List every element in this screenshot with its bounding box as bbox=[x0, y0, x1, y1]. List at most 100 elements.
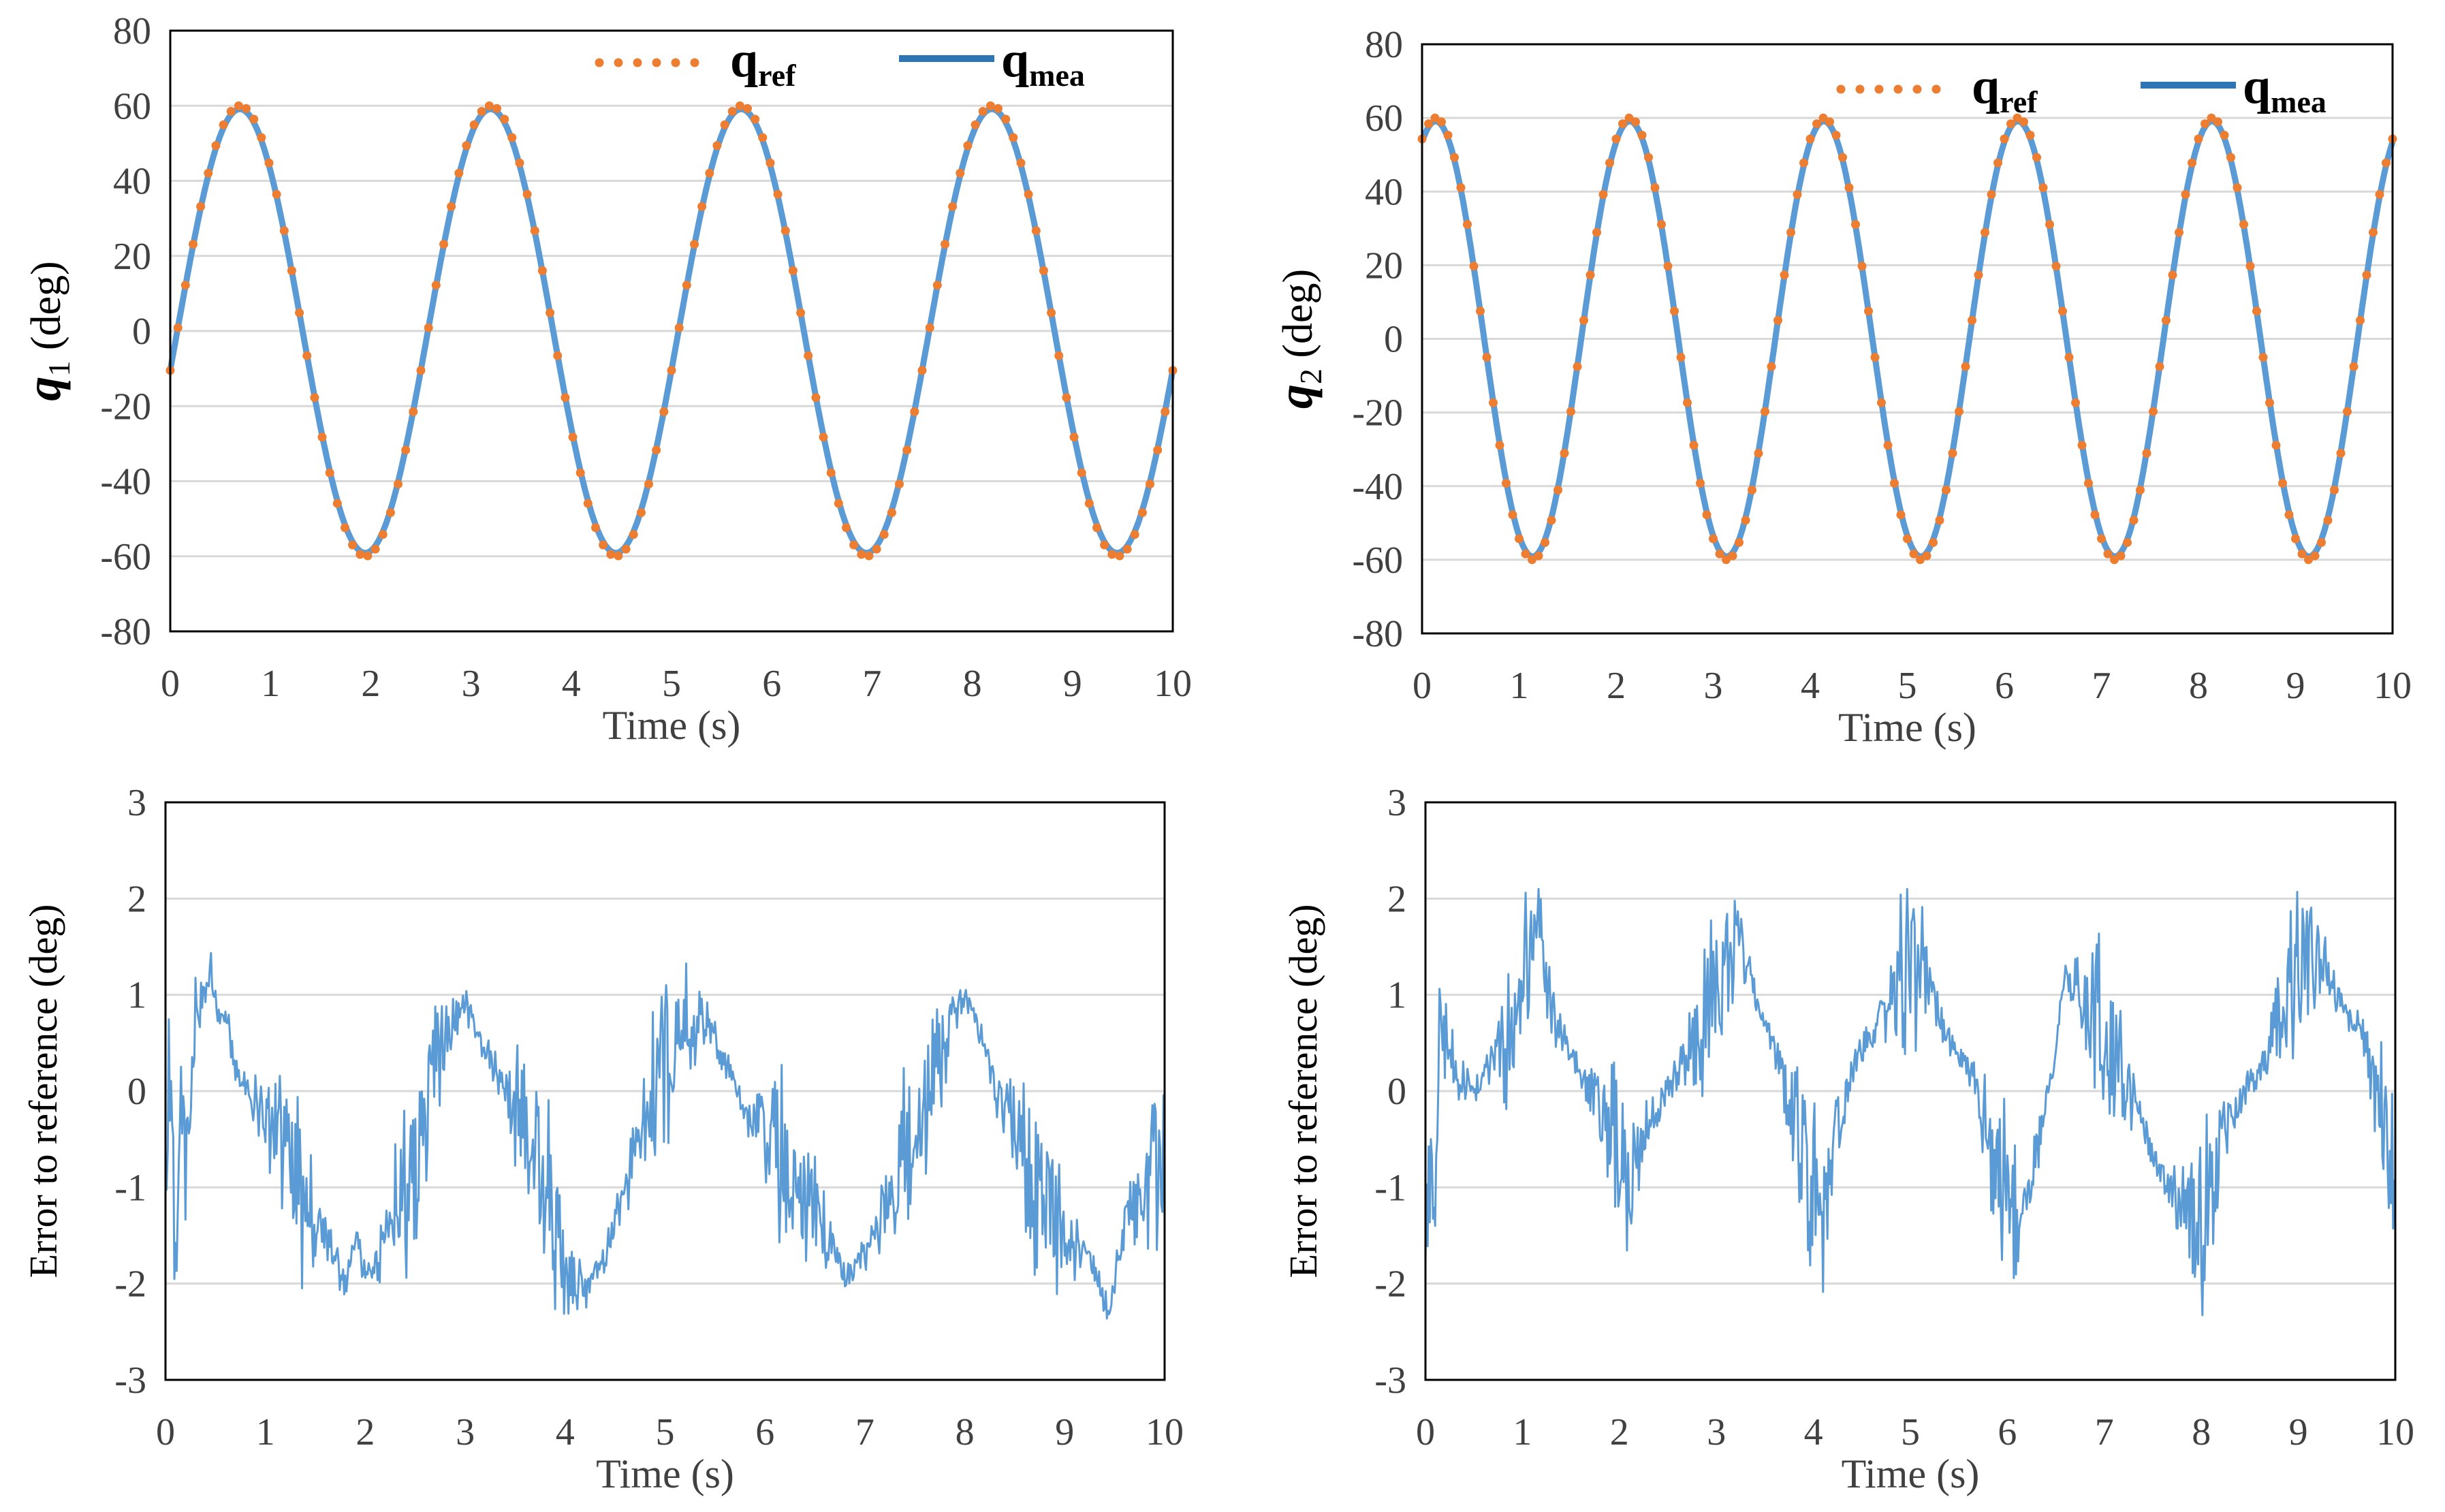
legend-ref-marker bbox=[1874, 84, 1884, 94]
series-point-q-ref bbox=[1450, 153, 1459, 162]
series-point-q-ref bbox=[2291, 534, 2300, 544]
x-tick-label: 8 bbox=[2192, 1411, 2211, 1453]
y-axis-label-subscript: 1 bbox=[42, 361, 76, 377]
series-point-q-ref bbox=[1508, 510, 1517, 520]
series-point-q-ref bbox=[1709, 534, 1718, 544]
x-tick-label: 9 bbox=[1063, 663, 1082, 705]
series-point-q-ref bbox=[1831, 131, 1841, 140]
series-point-q-ref bbox=[1443, 131, 1453, 140]
x-tick-label: 2 bbox=[356, 1411, 375, 1453]
x-tick-label: 3 bbox=[1707, 1411, 1726, 1453]
x-tick-label: 1 bbox=[256, 1411, 275, 1453]
series-point-q-ref bbox=[1722, 555, 1731, 565]
chart-q1: -80 -60 -40 -20 0 20 40 60 80 0 1 2 3 4 5 6 7 8 9 10 Time (… bbox=[16, 10, 1192, 748]
series-point-q-ref bbox=[537, 266, 547, 275]
series-point-q-ref bbox=[985, 101, 995, 110]
y-tick-label: 0 bbox=[127, 1071, 146, 1113]
series-point-q-ref bbox=[1463, 220, 1472, 229]
series-point-q-ref bbox=[963, 141, 973, 151]
series-point-q-ref bbox=[1430, 113, 1440, 123]
series-point-q-ref bbox=[2000, 134, 2009, 144]
series-point-q-ref bbox=[1502, 479, 1511, 488]
series-point-q-ref bbox=[1547, 516, 1556, 525]
x-tick-label: 2 bbox=[1610, 1411, 1629, 1453]
series-point-q-ref bbox=[1092, 523, 1101, 533]
series-point-q-ref bbox=[2200, 119, 2209, 129]
series-point-q-ref bbox=[697, 202, 707, 211]
series-point-q-ref bbox=[674, 323, 684, 332]
series-point-q-ref bbox=[956, 168, 965, 178]
chart-err2: -3 -2 -1 0 1 2 3 0 1 2 3 4 5 6 7 8 9 10 Time (s) Error to … bbox=[1281, 782, 2414, 1496]
series-point-q-ref bbox=[1728, 551, 1737, 561]
series-point-q-ref bbox=[1482, 353, 1492, 362]
series-point-q-ref bbox=[2019, 117, 2028, 127]
x-axis-label: Time (s) bbox=[1842, 1451, 1980, 1496]
series-point-q-ref bbox=[189, 240, 198, 249]
y-axis-label-unit: (deg) bbox=[1275, 269, 1321, 368]
series-point-q-ref bbox=[1948, 449, 1957, 458]
series-point-q-ref bbox=[2213, 117, 2222, 127]
chart-err1-panel: -3 -2 -1 0 1 2 3 0 1 2 3 4 5 6 7 8 9 10 Time (s) Error to … bbox=[0, 756, 1219, 1512]
series-point-q-ref bbox=[1560, 449, 1569, 458]
y-tick-label: -40 bbox=[1352, 466, 1403, 508]
series-point-q-ref bbox=[796, 308, 806, 317]
series-point-q-ref bbox=[385, 508, 395, 518]
series-point-q-ref bbox=[2149, 407, 2158, 416]
legend-ref-marker bbox=[652, 58, 661, 67]
legend-ref-marker bbox=[690, 58, 699, 67]
legend-ref-label: qref bbox=[730, 32, 796, 93]
y-tick-label: 1 bbox=[1387, 975, 1406, 1017]
series-point-q-ref bbox=[568, 432, 578, 442]
series-point-q-ref bbox=[1968, 315, 1976, 325]
series-point-q-ref bbox=[431, 281, 441, 290]
chart-q2: -80 -60 -40 -20 0 20 40 60 80 0 1 2 3 4 5 6 7 8 9 10 Time (… bbox=[1268, 24, 2412, 750]
series-point-q-ref bbox=[492, 104, 501, 113]
y-tick-label: 1 bbox=[127, 975, 146, 1017]
series-point-q-ref bbox=[2064, 353, 2074, 362]
series-point-q-ref bbox=[1077, 468, 1086, 477]
series-point-q-ref bbox=[2058, 306, 2067, 316]
series-point-q-ref bbox=[272, 189, 281, 199]
series-point-q-ref bbox=[1883, 441, 1893, 450]
y-tick-label: 60 bbox=[113, 85, 151, 127]
y-tick-label: -1 bbox=[1374, 1167, 1406, 1209]
series-point-q-ref bbox=[727, 107, 737, 116]
series-point-q-ref bbox=[1793, 190, 1802, 199]
y-tick-label: 20 bbox=[1365, 245, 1403, 287]
series-point-q-ref bbox=[2317, 538, 2326, 547]
series-point-q-ref bbox=[348, 540, 358, 550]
series-point-q-ref bbox=[1605, 158, 1614, 168]
series-point-q-ref bbox=[971, 120, 980, 129]
series-point-q-ref bbox=[264, 158, 274, 168]
series-point-q-ref bbox=[2136, 486, 2145, 494]
series-point-q-ref bbox=[370, 544, 380, 554]
series-point-q-ref bbox=[758, 133, 768, 142]
y-tick-label: 2 bbox=[1387, 878, 1406, 920]
series-point-q-ref bbox=[1735, 538, 1744, 547]
series-point-q-ref bbox=[2343, 407, 2352, 416]
series-point-q-ref bbox=[932, 281, 942, 290]
chart-q1-panel: -80 -60 -40 -20 0 20 40 60 80 0 1 2 3 4 5 6 7 8 9 10 Time (… bbox=[0, 0, 1219, 756]
series-point-q-ref bbox=[1993, 158, 2002, 168]
series-point-q-ref bbox=[1637, 131, 1647, 140]
series-point-q-ref bbox=[1534, 551, 1543, 561]
series-point-q-ref bbox=[1515, 534, 1524, 544]
series-point-q-ref bbox=[394, 479, 403, 489]
series-point-q-ref bbox=[439, 240, 448, 249]
series-point-q-ref bbox=[1001, 114, 1011, 124]
series-point-q-ref bbox=[341, 523, 349, 533]
x-tick-label: 1 bbox=[1510, 665, 1529, 707]
series-point-q-ref bbox=[621, 544, 631, 554]
legend-mea-subscript: mea bbox=[1029, 58, 1085, 93]
chart-err1: -3 -2 -1 0 1 2 3 0 1 2 3 4 5 6 7 8 9 10 Time (s) Error to … bbox=[21, 782, 1184, 1496]
x-tick-label: 3 bbox=[456, 1411, 475, 1453]
series-point-q-ref bbox=[257, 133, 266, 142]
series-point-q-ref bbox=[712, 141, 722, 151]
series-point-q-ref bbox=[1047, 308, 1056, 317]
series-point-q-ref bbox=[1069, 432, 1079, 442]
y-axis-label-subscript: 2 bbox=[1293, 368, 1328, 384]
series-point-q-ref bbox=[1100, 540, 1109, 550]
series-point-q-ref bbox=[1715, 549, 1724, 558]
x-tick-label: 6 bbox=[1995, 665, 2014, 707]
series-point-q-ref bbox=[2239, 220, 2248, 229]
